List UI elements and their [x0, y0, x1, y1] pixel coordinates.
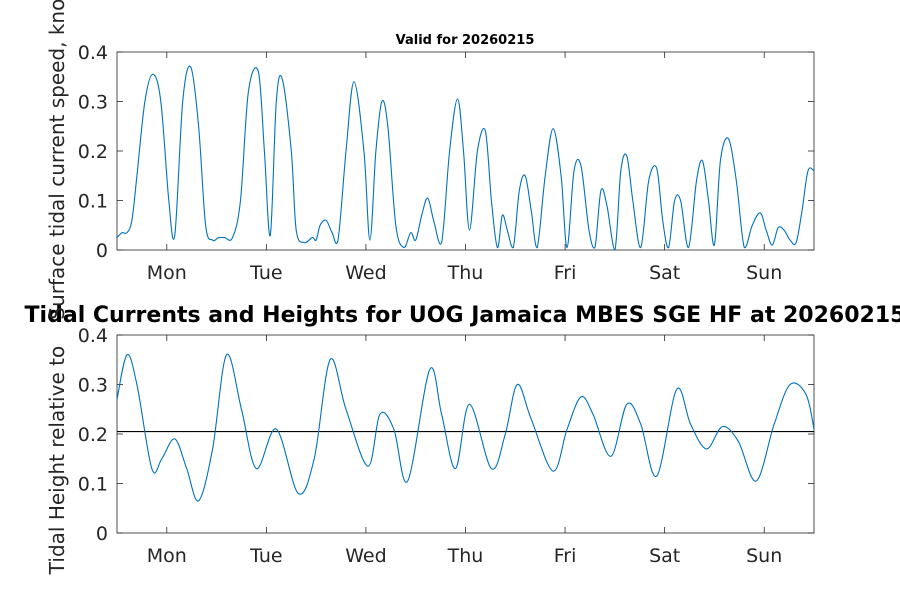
bottom-ytick-label: 0.1	[78, 474, 108, 496]
bottom-ytick-label: 0.2	[78, 424, 108, 446]
bottom-xtick-label: Tue	[249, 545, 282, 567]
bottom-ytick-label: 0.4	[78, 325, 108, 347]
top-xtick-label: Mon	[147, 262, 187, 284]
bottom-y-axis-label: Tidal Height relative to	[45, 346, 69, 575]
top-xtick-label: Sun	[746, 262, 782, 284]
bottom-axes-box	[116, 334, 815, 534]
tidal-height-panel: 0 0.1 0.2 0.3 0.4 Mon Tue Wed Thu Fri Sat Sun	[78, 325, 815, 567]
top-xtick-label: Fri	[554, 262, 577, 284]
top-ytick-label: 0.2	[78, 141, 108, 163]
top-ytick-label: 0	[96, 240, 108, 262]
top-axes-box	[116, 51, 815, 251]
top-xtick-label: Wed	[345, 262, 386, 284]
top-ytick-label: 0.1	[78, 191, 108, 213]
top-ytick-label: 0.4	[78, 42, 108, 64]
bottom-series-line	[116, 353, 815, 502]
top-ytick-label: 0.3	[78, 92, 108, 114]
bottom-xtick-label: Wed	[345, 545, 386, 567]
bottom-xtick-label: Mon	[147, 545, 187, 567]
bottom-xtick-label: Sun	[746, 545, 782, 567]
top-xtick-label: Thu	[447, 262, 484, 284]
top-chart-title: Valid for 20260215	[396, 33, 535, 48]
top-xtick-label: Sat	[649, 262, 680, 284]
top-series-line	[116, 65, 815, 251]
top-xtick-label: Tue	[249, 262, 282, 284]
bottom-ytick-label: 0.3	[78, 375, 108, 397]
bottom-chart-title: Tidal Currents and Heights for UOG Jamai…	[25, 303, 900, 328]
bottom-xtick-label: Sat	[649, 545, 680, 567]
bottom-ytick-label: 0	[96, 523, 108, 545]
bottom-xtick-label: Fri	[554, 545, 577, 567]
current-speed-panel: 0 0.1 0.2 0.3 0.4 Mon Tue Wed Thu Fri Sat Sun	[78, 42, 815, 284]
top-y-axis-label: Surface tidal current speed, knots	[45, 0, 69, 320]
bottom-xtick-label: Thu	[447, 545, 484, 567]
